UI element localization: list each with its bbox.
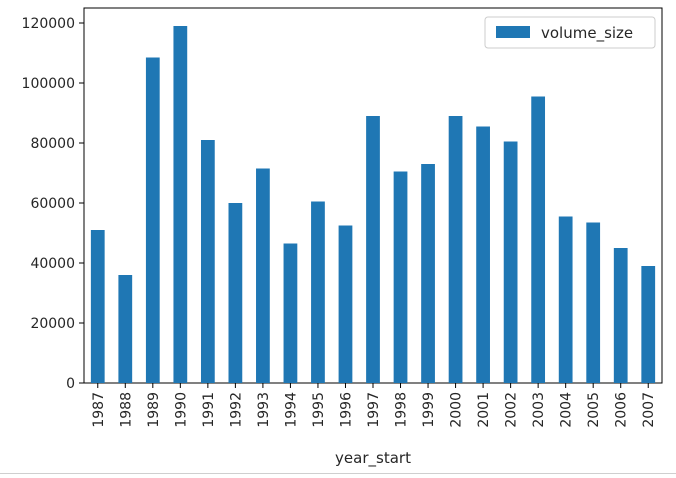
bar-1994: [283, 243, 298, 383]
x-tick-label-1995: 1995: [311, 392, 327, 428]
bar-series-volume-size: [90, 26, 656, 383]
x-tick-label-2006: 2006: [614, 392, 630, 428]
y-tick-label: 100000: [22, 76, 75, 92]
bar-1990: [173, 26, 188, 383]
x-tick-label-2000: 2000: [449, 392, 465, 428]
x-tick-label-1997: 1997: [366, 392, 382, 428]
y-tick-label: 60000: [30, 196, 75, 212]
bar-1996: [338, 225, 353, 383]
legend-label-volume-size: volume_size: [541, 24, 633, 43]
x-tick-label-1991: 1991: [201, 392, 217, 428]
bar-1995: [311, 201, 325, 383]
x-tick-label-1987: 1987: [91, 392, 107, 428]
y-tick-label: 20000: [30, 316, 75, 332]
x-tick-label-1988: 1988: [118, 392, 134, 428]
bar-2003: [531, 96, 546, 383]
y-tick-label: 80000: [30, 136, 75, 152]
y-tick-label: 40000: [30, 256, 75, 272]
y-tick-label: 0: [66, 376, 75, 392]
bar-1987: [90, 230, 105, 383]
legend-swatch-volume-size: [496, 26, 530, 38]
bar-1997: [366, 116, 380, 383]
x-tick-label-1994: 1994: [283, 392, 299, 428]
bar-2006: [613, 248, 628, 383]
x-tick-label-1989: 1989: [146, 392, 162, 428]
bar-2005: [586, 222, 601, 383]
x-tick-label-2003: 2003: [531, 392, 547, 428]
bottom-divider: [0, 473, 676, 474]
bar-2001: [476, 126, 490, 383]
bar-2007: [641, 266, 656, 383]
x-axis-title: year_start: [335, 449, 411, 468]
bar-1999: [421, 164, 435, 383]
x-tick-label-2005: 2005: [586, 392, 602, 428]
x-tick-label-2007: 2007: [641, 392, 657, 428]
x-tick-label-2002: 2002: [504, 392, 520, 428]
x-tick-label-1998: 1998: [394, 392, 410, 428]
bar-1991: [200, 140, 215, 383]
y-axis: 0 20000 40000 60000 80000 100000 120000: [22, 16, 84, 392]
bar-1989: [145, 57, 160, 383]
bar-2004: [558, 216, 573, 383]
x-tick-label-1996: 1996: [338, 392, 354, 428]
bar-1988: [118, 275, 133, 383]
bar-2002: [503, 141, 518, 383]
bar-1993: [256, 168, 270, 383]
bar-2000: [448, 116, 463, 383]
x-tick-label-1993: 1993: [256, 392, 272, 428]
x-tick-label-1999: 1999: [421, 392, 437, 428]
bar-1992: [228, 203, 243, 383]
x-axis: 1987 1988 1989 1990 1991 1992 1993 1994 1995 1996…: [91, 383, 657, 428]
x-tick-label-1992: 1992: [228, 392, 244, 428]
legend-box: [484, 16, 656, 49]
y-tick-label: 120000: [22, 16, 75, 32]
x-tick-label-2001: 2001: [476, 392, 492, 428]
x-tick-label-2004: 2004: [559, 392, 575, 428]
bar-1998: [393, 171, 408, 383]
x-tick-label-1990: 1990: [173, 392, 189, 428]
legend: volume_size: [484, 16, 656, 49]
